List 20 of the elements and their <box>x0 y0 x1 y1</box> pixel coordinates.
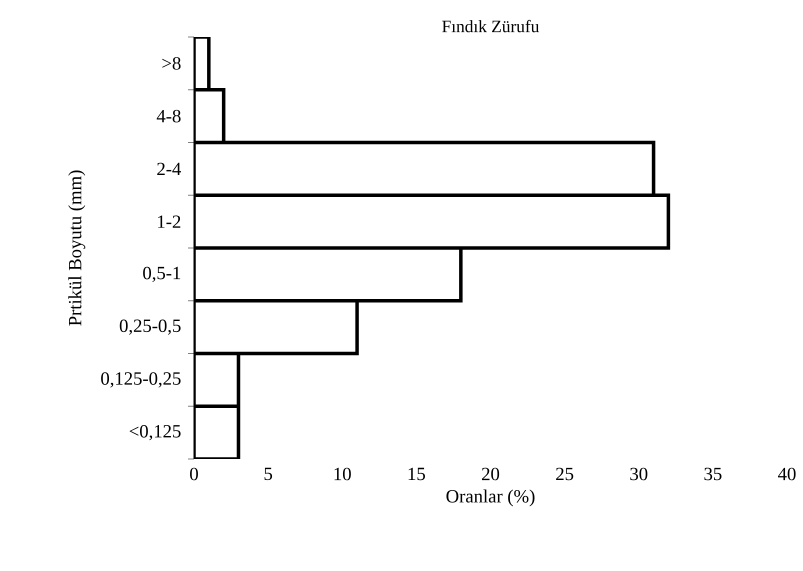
x-tick-label: 20 <box>482 468 500 480</box>
chart-title: Fındık Zürufu <box>442 20 540 32</box>
y-tick-label: 0,25-0,5 <box>120 319 181 335</box>
x-tick-label: 35 <box>704 468 722 480</box>
x-tick-label: 5 <box>264 468 272 480</box>
y-tick-label: 1-2 <box>158 215 180 228</box>
x-tick-label: 10 <box>334 468 351 480</box>
x-tick-label: 15 <box>408 468 425 480</box>
x-axis-title: Oranlar (%) <box>446 489 534 506</box>
x-tick-label: 25 <box>556 468 574 480</box>
y-tick-label: 4-8 <box>156 110 181 122</box>
x-tick-label: 40 <box>778 468 796 480</box>
y-tick-label: >8 <box>162 57 181 70</box>
x-tick-label: 30 <box>630 468 648 480</box>
y-axis-title: Prtikül Boyutu (mm) <box>68 170 86 326</box>
y-tick-label: 0,5-1 <box>143 266 180 282</box>
y-tick-label: <0,125 <box>130 424 181 440</box>
x-tick-label: 0 <box>190 468 198 480</box>
y-tick-label: 2-4 <box>157 162 182 176</box>
y-tick-label: 0,125-0,25 <box>101 372 181 388</box>
